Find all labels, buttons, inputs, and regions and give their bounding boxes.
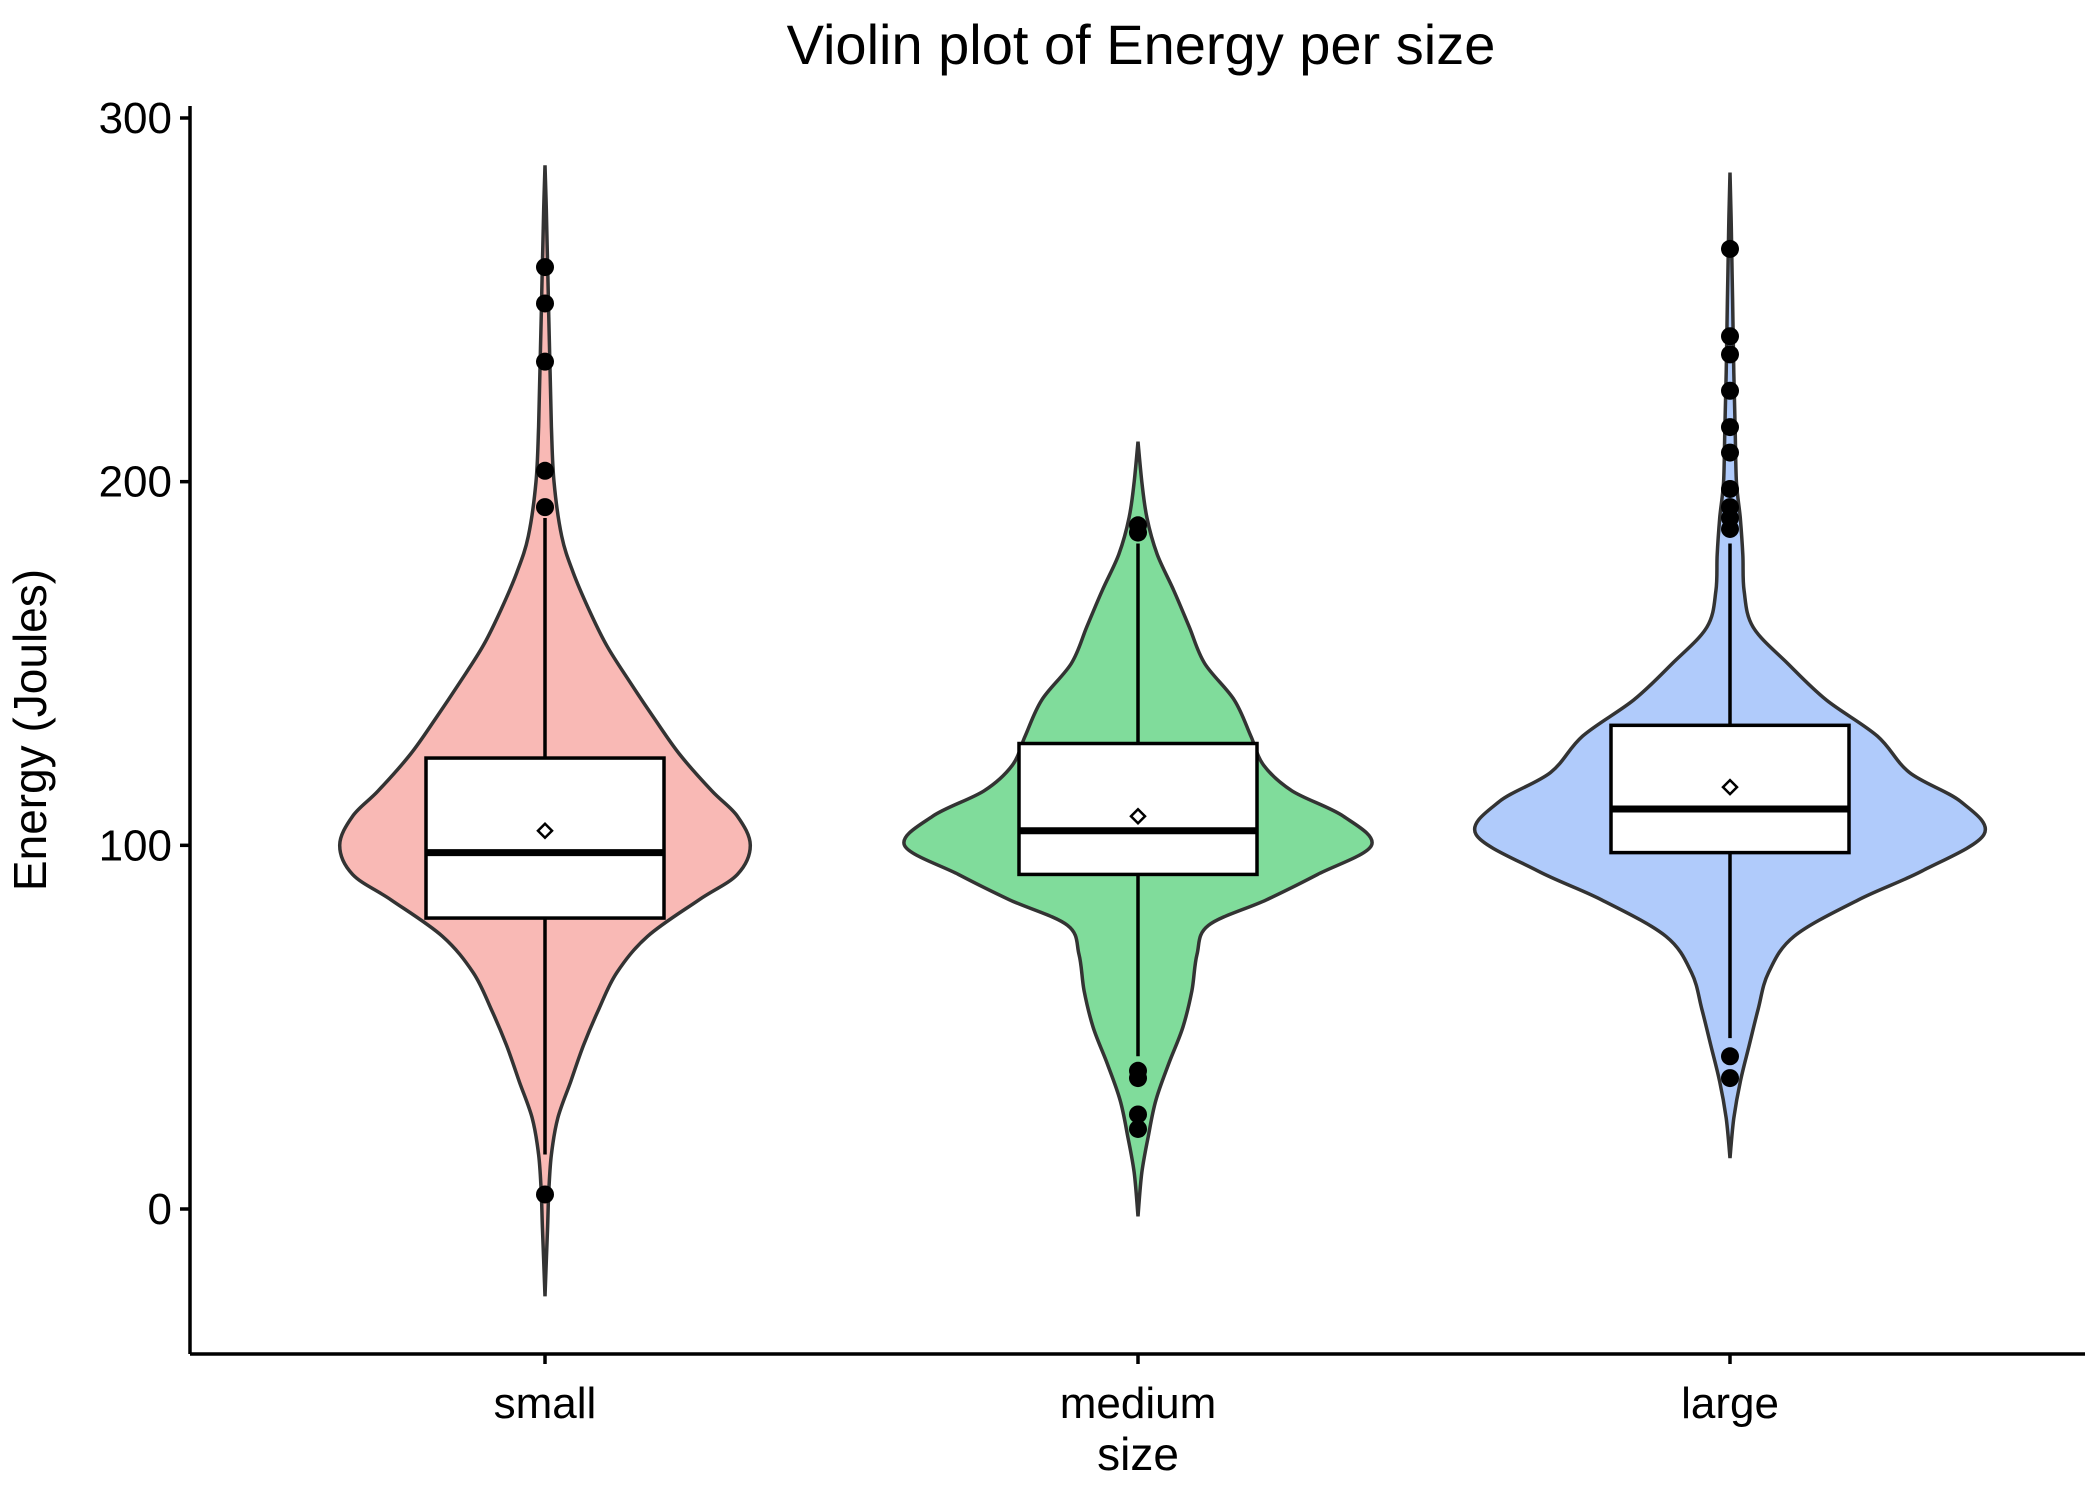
- x-tick-label-large: large: [1681, 1379, 1779, 1428]
- outlier-point: [536, 258, 554, 277]
- outlier-point: [1721, 381, 1739, 400]
- y-tick-label: 0: [148, 1185, 172, 1234]
- y-tick-label: 100: [99, 821, 172, 870]
- mean-marker-large: [1721, 778, 1739, 796]
- outlier-point: [1721, 1069, 1739, 1088]
- outlier-point: [1721, 443, 1739, 462]
- box-large: [1609, 723, 1851, 855]
- outlier-point: [1721, 327, 1739, 346]
- outlier-point: [1721, 498, 1739, 517]
- x-tick-label-small: small: [494, 1379, 597, 1428]
- chart-title: Violin plot of Energy per size: [787, 13, 1496, 76]
- outlier-point: [536, 352, 554, 371]
- violin-group-small: [337, 165, 753, 1297]
- violin-group-medium: [902, 441, 1374, 1217]
- outlier-point: [1129, 1105, 1147, 1124]
- outlier-point: [1721, 239, 1739, 258]
- x-axis-title: size: [1097, 1428, 1179, 1480]
- outlier-point: [1721, 479, 1739, 498]
- outlier-point: [1129, 1061, 1147, 1080]
- outlier-point: [536, 1185, 554, 1204]
- x-tick-label-medium: medium: [1060, 1379, 1217, 1428]
- outlier-point: [1721, 1047, 1739, 1066]
- mean-marker-small: [536, 822, 554, 840]
- mean-marker-medium: [1129, 807, 1147, 826]
- y-axis-ticks: 0 100 200 300: [99, 94, 190, 1234]
- y-tick-label: 300: [99, 94, 172, 143]
- x-axis-ticks: small medium large: [494, 1354, 1779, 1428]
- y-tick-label: 200: [99, 458, 172, 507]
- outlier-point: [1721, 418, 1739, 437]
- plot-area: [337, 165, 1988, 1297]
- outlier-point: [1129, 1119, 1147, 1138]
- outlier-point: [1721, 345, 1739, 364]
- y-axis-title: Energy (Joules): [4, 569, 56, 891]
- violin-group-large: [1472, 172, 1988, 1159]
- outlier-point: [1129, 516, 1147, 535]
- outlier-point: [536, 294, 554, 313]
- outlier-point: [536, 461, 554, 480]
- outlier-point: [536, 498, 554, 517]
